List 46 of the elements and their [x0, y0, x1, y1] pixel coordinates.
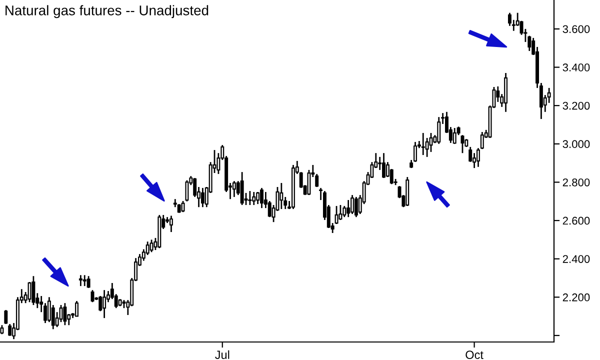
- candlestick: [181, 200, 185, 213]
- candlestick: [86, 275, 90, 289]
- candlestick: [75, 300, 78, 318]
- candlestick: [248, 190, 252, 206]
- candlestick: [240, 171, 244, 206]
- candlestick: [425, 137, 429, 158]
- candlestick: [508, 12, 512, 27]
- candlestick: [150, 238, 154, 253]
- candlestick: [63, 302, 67, 326]
- y-tick-label: 2.400: [562, 255, 590, 263]
- candlestick: [252, 191, 256, 206]
- y-tick-label: 2.600: [562, 216, 590, 225]
- y-tick-label: 3.400: [562, 64, 590, 72]
- x-tick-label: Oct: [466, 350, 484, 360]
- candlestick: [256, 191, 260, 205]
- y-tick-label: 2.200: [562, 293, 590, 302]
- candlestick: [232, 180, 236, 198]
- candlestick: [460, 134, 464, 154]
- candlestick: [8, 323, 12, 337]
- y-tick-label: 3.000: [562, 140, 590, 148]
- y-tick-label: 2.800: [562, 178, 590, 186]
- x-tick-label: Jul: [215, 350, 230, 360]
- candlestick: [280, 182, 284, 210]
- candlestick: [346, 199, 350, 218]
- y-tick-label: 3.200: [562, 102, 590, 110]
- candlestick: [350, 194, 354, 215]
- candlestick: [260, 187, 264, 209]
- y-tick-label: 3.600: [562, 25, 590, 34]
- candlestick: [421, 132, 425, 156]
- candlestick: [32, 275, 36, 306]
- candlestick: [78, 274, 82, 287]
- candlestick: [102, 289, 106, 319]
- candlestick: [82, 274, 86, 287]
- candlestick: [354, 196, 358, 218]
- candlestick: [0, 324, 4, 335]
- candlestick: [200, 187, 204, 208]
- candlestick: [338, 204, 342, 221]
- candlestick: [437, 116, 441, 145]
- candlestick: [382, 152, 386, 179]
- candlestick: [452, 127, 456, 145]
- candlestick: [28, 281, 32, 303]
- candlestick: [169, 215, 173, 233]
- candlestick: [307, 169, 311, 196]
- candlestick: [4, 309, 8, 325]
- chart-title: Natural gas futures -- Unadjusted: [6, 5, 208, 18]
- candlestick: [185, 180, 189, 202]
